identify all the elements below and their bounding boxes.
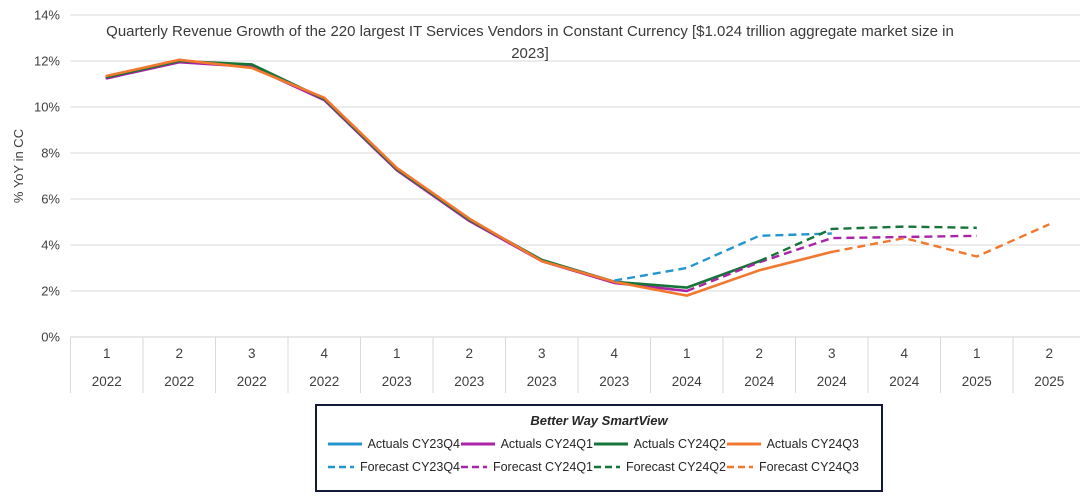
x-axis-quarter-label: 4 — [610, 346, 618, 361]
y-tick-label: 14% — [34, 8, 60, 23]
y-tick-label: 8% — [41, 146, 60, 161]
x-axis-quarter-label: 1 — [393, 346, 401, 361]
legend-row-forecasts: Forecast CY23Q4 Forecast CY24Q1 Forecast C… — [317, 460, 881, 474]
x-axis-quarter-label: 3 — [248, 346, 256, 361]
x-axis-year-label: 2024 — [817, 374, 848, 389]
legend-label: Forecast CY24Q1 — [492, 460, 593, 474]
legend-title: Better Way SmartView — [530, 413, 668, 428]
legend-entry: Actuals CY24Q3 — [726, 437, 859, 451]
x-axis-quarter-label: 2 — [1045, 346, 1053, 361]
y-axis-title: % YoY in CC — [11, 128, 26, 204]
legend-swatch-solid-line — [594, 442, 628, 446]
x-axis-quarter-label: 4 — [320, 346, 328, 361]
chart-title: Quarterly Revenue Growth of the 220 larg… — [106, 23, 954, 62]
y-tick-label: 10% — [34, 100, 60, 115]
legend-label: Actuals CY24Q2 — [633, 437, 726, 451]
series-line-actuals-cy23q4 — [105, 59, 616, 284]
legend-entry: Actuals CY23Q4 — [327, 437, 460, 451]
legend-entry: Actuals CY24Q2 — [593, 437, 726, 451]
y-tick-label: 6% — [41, 192, 60, 207]
y-tick-label: 2% — [41, 284, 60, 299]
legend-swatch-solid-line — [328, 442, 362, 446]
x-axis-quarter-label: 3 — [538, 346, 546, 361]
x-axis-year-label: 2023 — [527, 374, 557, 389]
legend-label: Forecast CY24Q3 — [758, 460, 859, 474]
x-axis-quarter-label: 2 — [755, 346, 763, 361]
legend-entry: Forecast CY24Q3 — [726, 460, 859, 474]
legend-swatch-solid-line — [727, 442, 761, 446]
y-tick-label: 4% — [41, 238, 60, 253]
x-axis-year-label: 2025 — [1034, 374, 1064, 389]
series-line-actuals-cy24q2 — [105, 59, 761, 289]
legend-label: Forecast CY23Q4 — [359, 460, 460, 474]
legend-entry: Forecast CY24Q2 — [593, 460, 726, 474]
series-line-forecast-cy23q4 — [614, 232, 832, 282]
series-line-actuals-cy243 — [105, 58, 834, 297]
x-axis-year-label: 2022 — [309, 374, 339, 389]
x-axis-year-label: 2022 — [164, 374, 194, 389]
x-axis-quarter-label: 1 — [103, 346, 111, 361]
series-line-actuals-cy24q1 — [105, 60, 689, 293]
x-axis-year-label: 2023 — [382, 374, 412, 389]
legend-swatch-dashed-line — [461, 465, 487, 469]
legend-swatch-dashed-line — [328, 465, 354, 469]
series-line-forecast-cy24q2 — [758, 225, 977, 263]
x-axis-year-label: 2022 — [92, 374, 122, 389]
x-axis-quarter-label: 1 — [683, 346, 691, 361]
legend-swatch-dashed-line — [594, 465, 620, 469]
legend-row-actuals: Actuals CY23Q4 Actuals CY24Q1 Actuals CY24… — [317, 437, 881, 451]
legend: Better Way SmartView Actuals CY23Q4 Actua… — [315, 404, 883, 492]
x-axis-quarter-label: 2 — [465, 346, 473, 361]
series-line-forecast-cy24q1 — [686, 234, 977, 293]
y-tick-label: 12% — [34, 54, 60, 69]
legend-entry: Forecast CY24Q1 — [460, 460, 593, 474]
x-axis-year-label: 2022 — [237, 374, 267, 389]
y-tick-label: 0% — [41, 330, 60, 345]
legend-label: Actuals CY23Q4 — [367, 437, 460, 451]
x-axis-quarter-label: 3 — [828, 346, 836, 361]
x-axis-quarter-label: 1 — [973, 346, 981, 361]
x-axis-quarter-label: 4 — [900, 346, 908, 361]
legend-entry: Actuals CY24Q1 — [460, 437, 593, 451]
x-axis-year-label: 2023 — [599, 374, 629, 389]
legend-label: Forecast CY24Q2 — [625, 460, 726, 474]
legend-swatch-solid-line — [461, 442, 495, 446]
x-axis-year-label: 2025 — [962, 374, 992, 389]
plot-svg: 0% 2% 4% 6% 8% 10% 12% 14% 1 2022 2 2022 3 2022 4 2022 1… — [34, 8, 1080, 393]
legend-swatch-dashed-line — [727, 465, 753, 469]
x-axis-year-label: 2023 — [454, 374, 484, 389]
legend-label: Actuals CY24Q3 — [766, 437, 859, 451]
x-axis-year-label: 2024 — [672, 374, 703, 389]
x-axis-quarter-label: 2 — [175, 346, 183, 361]
x-axis-year-label: 2024 — [889, 374, 920, 389]
series-line-forecast-cy24q3 — [831, 223, 1050, 258]
x-axis-year-label: 2024 — [744, 374, 775, 389]
legend-entry: Forecast CY23Q4 — [327, 460, 460, 474]
legend-label: Actuals CY24Q1 — [500, 437, 593, 451]
